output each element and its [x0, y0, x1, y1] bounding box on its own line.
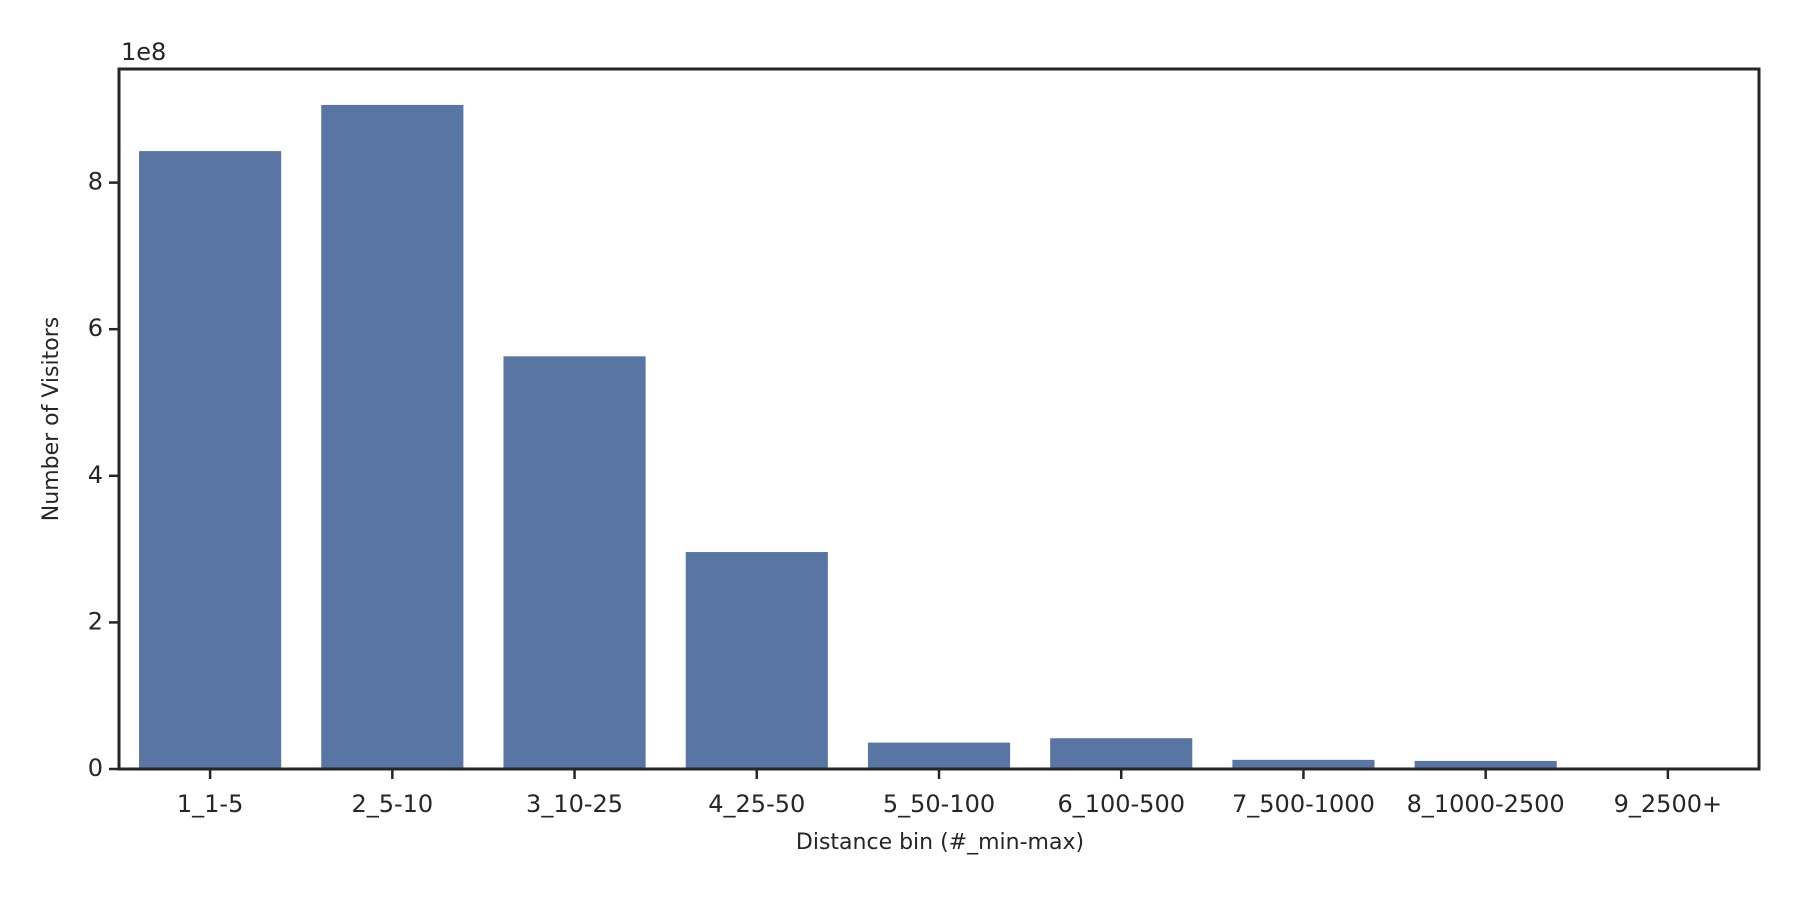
plot-frame: [117, 67, 1761, 771]
x-tick-label: 1_1-5: [177, 790, 243, 818]
x-tick-label: 4_25-50: [708, 790, 805, 818]
y-tick-label: 4: [88, 461, 103, 489]
bar: [867, 742, 1011, 769]
x-tick-label: 5_50-100: [883, 790, 995, 818]
bar: [503, 356, 646, 769]
y-tick-label: 0: [88, 754, 103, 782]
x-tick-label: 3_10-25: [526, 790, 623, 818]
y-tick-label: 6: [88, 314, 103, 342]
x-tick-label: 6_100-500: [1057, 790, 1185, 818]
x-axis-label: Distance bin (#_min-max): [796, 830, 1084, 855]
x-tick-label: 7_500-1000: [1232, 790, 1375, 818]
y-offset-label: 1e8: [121, 38, 166, 66]
x-tick-label: 8_1000-2500: [1407, 790, 1565, 818]
y-tick-label: 2: [88, 607, 103, 635]
bar: [1232, 759, 1375, 769]
y-axis-label: Number of Visitors: [39, 317, 64, 521]
bar: [139, 151, 282, 769]
bar: [321, 104, 464, 769]
bar: [1414, 760, 1557, 769]
x-tick-label: 9_2500+: [1614, 790, 1722, 818]
bar: [685, 552, 828, 769]
y-tick-label: 8: [88, 168, 103, 196]
x-tick-label: 2_5-10: [351, 790, 433, 818]
bar: [1050, 738, 1193, 769]
